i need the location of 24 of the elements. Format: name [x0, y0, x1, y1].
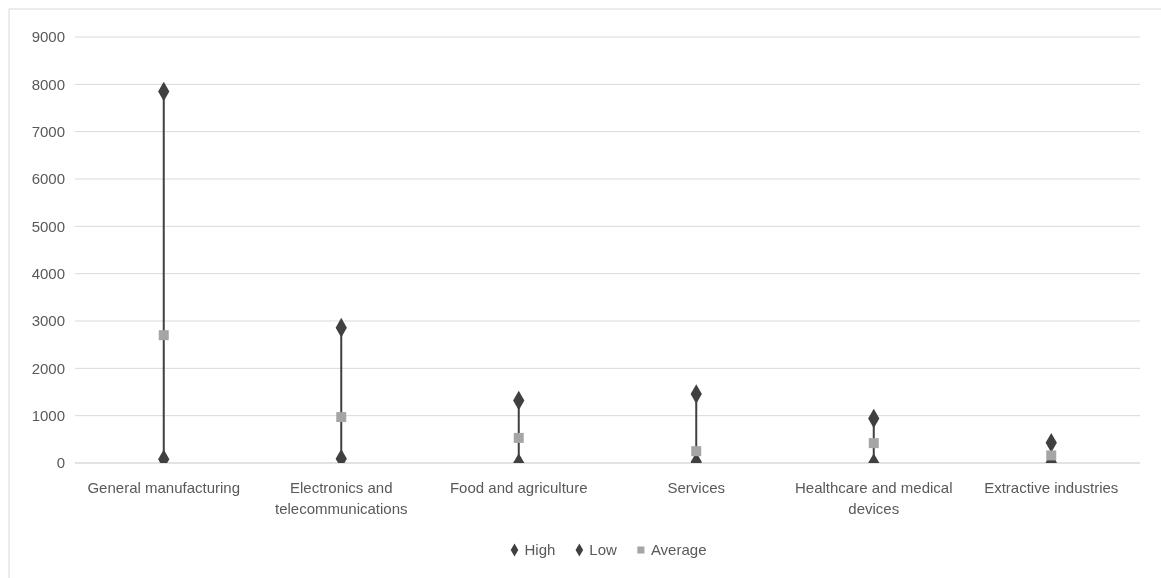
- y-tick-label: 2000: [31, 359, 65, 377]
- x-tick-label: Extractive industries: [984, 479, 1119, 496]
- x-tick-label: General manufacturing: [87, 479, 241, 496]
- y-tick-label: 4000: [31, 264, 65, 282]
- point: [336, 412, 347, 423]
- legend-label: High: [524, 541, 556, 558]
- y-tick-label: 6000: [31, 170, 65, 188]
- y-tick-label: 3000: [31, 312, 65, 330]
- legend-label: Average: [650, 541, 707, 558]
- y-tick-label: 5000: [31, 217, 65, 235]
- y-tick-label: 0: [56, 454, 65, 472]
- y-tick-label: 7000: [31, 122, 65, 140]
- legend-label: Low: [589, 541, 618, 558]
- y-tick-label: 1000: [31, 406, 65, 424]
- point: [691, 446, 702, 457]
- x-tick-label: Services: [667, 479, 726, 496]
- point: [868, 438, 879, 449]
- x-tick-label: Food and agriculture: [449, 479, 588, 496]
- y-tick-label: 9000: [31, 28, 65, 46]
- x-tick-label: Healthcare and medical devices: [794, 479, 953, 517]
- point: [513, 432, 524, 443]
- point: [158, 330, 169, 341]
- y-tick-label: 8000: [31, 75, 65, 93]
- x-tick-label: Electronics and telecommunications: [274, 479, 408, 517]
